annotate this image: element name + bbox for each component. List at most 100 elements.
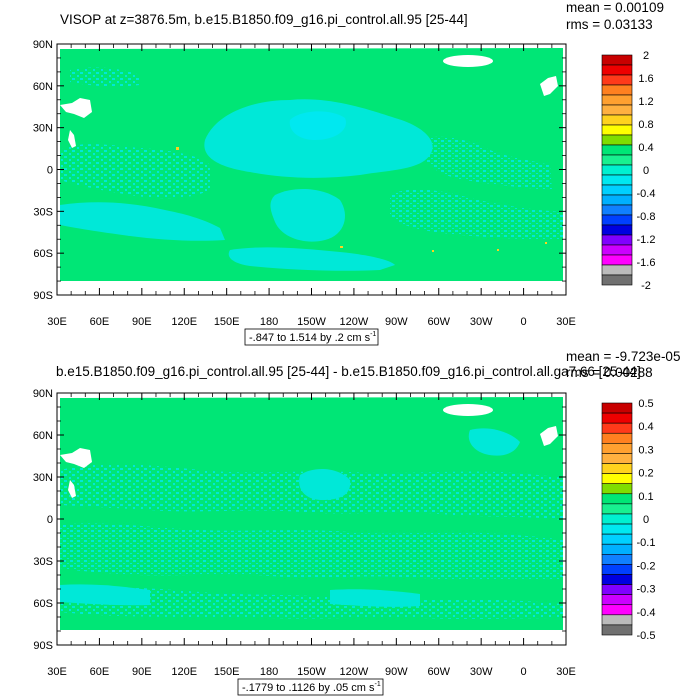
colorbar-label: -2 [641,280,651,292]
x-tick-label: 150W [297,666,326,678]
y-tick-label: 0 [47,514,53,526]
x-tick-label: 0 [521,316,527,328]
colorbar-box [601,84,633,96]
colorbar-box [601,412,633,424]
panel-bottom-range-sup: -1 [374,681,380,688]
colorbar-box [601,174,633,186]
colorbar-box [601,154,633,166]
colorbar-box [601,134,633,146]
x-tick-label: 180 [260,666,278,678]
x-tick-label: 150E [214,666,240,678]
panel-top-map [56,43,567,296]
x-tick-label: 0 [521,666,527,678]
colorbar-box [601,184,633,196]
colorbar-label: -0.8 [637,211,656,223]
colorbar-label: -0.4 [637,607,656,619]
y-tick-label: 90S [33,290,53,302]
colorbar-box [601,483,633,495]
colorbar-label: -0.4 [637,188,656,200]
y-tick-label: 30S [33,206,53,218]
panel-top-colorbar: 2 1.6 1.2 0.8 0.4 0 -0.4 -0.8 -1.2 -1.6 -2 [601,50,656,292]
colorbar-box [601,513,633,525]
panel-bottom-colorbar: 0.5 0.4 0.3 0.2 0.1 0 -0.1 -0.2 -0.3 -0.4 -0.5 [601,398,656,642]
colorbar-box [601,594,633,606]
x-tick-label: 30E [47,666,67,678]
colorbar-label: 0.2 [638,468,653,480]
colorbar-box [601,463,633,474]
x-tick-label: 60W [427,316,450,328]
colorbar-label: 0.1 [638,491,653,503]
colorbar-box [601,503,633,515]
colorbar-box [601,234,633,246]
colorbar-label: -1.6 [637,257,656,269]
colorbar-label: -0.5 [637,630,656,642]
colorbar-box [601,54,633,66]
colorbar-label: 0.5 [638,398,653,410]
colorbar-box [601,614,633,626]
x-tick-label: 90E [132,316,152,328]
panel-bottom-map [56,392,567,646]
panel-top-range-note: -.847 to 1.514 by .2 cm s-1 [244,328,379,346]
colorbar-label: 0 [643,514,649,526]
colorbar-box [601,624,633,636]
y-tick-label: 30S [33,556,53,568]
colorbar-box [601,554,633,565]
panel-top-title: VISOP at z=3876.5m, b.e15.B1850.f09_g16.… [60,12,468,27]
y-tick-label: 60S [33,248,53,260]
colorbar-label: 0 [643,165,649,177]
y-tick-label: 60N [33,430,53,442]
x-tick-label: 120E [171,666,197,678]
panel-top: VISOP at z=3876.5m, b.e15.B1850.f09_g16.… [33,0,664,346]
colorbar-box [601,604,633,616]
x-tick-label: 60E [90,316,110,328]
antarctica-mask [60,630,563,645]
panel-bottom-rms: rms = 0.00288 [566,365,653,380]
colorbar-box [601,64,633,76]
colorbar-label: 0.4 [638,142,653,154]
x-tick-label: 60W [427,666,450,678]
colorbar-box [601,432,633,444]
panel-top-range-sup: -1 [370,331,376,338]
colorbar-label: 0.4 [638,421,653,433]
panel-top-rms: rms = 0.03133 [566,17,653,32]
y-tick-label: 0 [47,165,53,177]
y-tick-label: 30N [33,123,53,135]
colorbar-label: -1.2 [637,234,656,246]
svg-text:-.1779 to .1126 by .05 cm s-1: -.1779 to .1126 by .05 cm s-1 [242,681,381,694]
x-tick-label: 120W [340,666,369,678]
y-tick-label: 90S [33,640,53,652]
colorbar-box [601,164,633,176]
y-tick-label: 60S [33,598,53,610]
colorbar-box [601,124,633,136]
colorbar-box [601,194,633,206]
colorbar-box [601,402,633,414]
colorbar-box [601,244,633,256]
small-positive-spots [176,147,547,252]
colorbar-box [601,224,633,236]
panel-top-y-axis: 90N 60N 30N 0 30S 60S 90S [33,39,566,302]
panel-top-range-text: -.847 to 1.514 by .2 cm s [249,332,371,344]
colorbar-box [601,533,633,545]
colorbar-box [601,204,633,216]
colorbar-box [601,94,633,106]
colorbar-box [601,453,633,464]
x-tick-label: 30E [47,316,67,328]
colorbar-box [601,214,633,226]
x-tick-label: 150W [297,316,326,328]
colorbar-box [601,114,633,126]
colorbar-box [601,564,633,575]
y-tick-label: 90N [33,39,53,51]
colorbar-box [601,473,633,484]
colorbar-label: 0.3 [638,444,653,456]
colorbar-box [601,74,633,86]
x-tick-label: 90W [385,666,408,678]
y-tick-label: 30N [33,472,53,484]
colorbar-box [601,574,633,585]
anomaly-regions [60,428,563,619]
y-tick-label: 90N [33,388,53,400]
colorbar-label: 2 [643,50,649,62]
panel-bottom-range-text: -.1779 to .1126 by .05 cm s [242,682,375,694]
x-tick-label: 120W [340,316,369,328]
colorbar-label: 1.6 [638,73,653,85]
